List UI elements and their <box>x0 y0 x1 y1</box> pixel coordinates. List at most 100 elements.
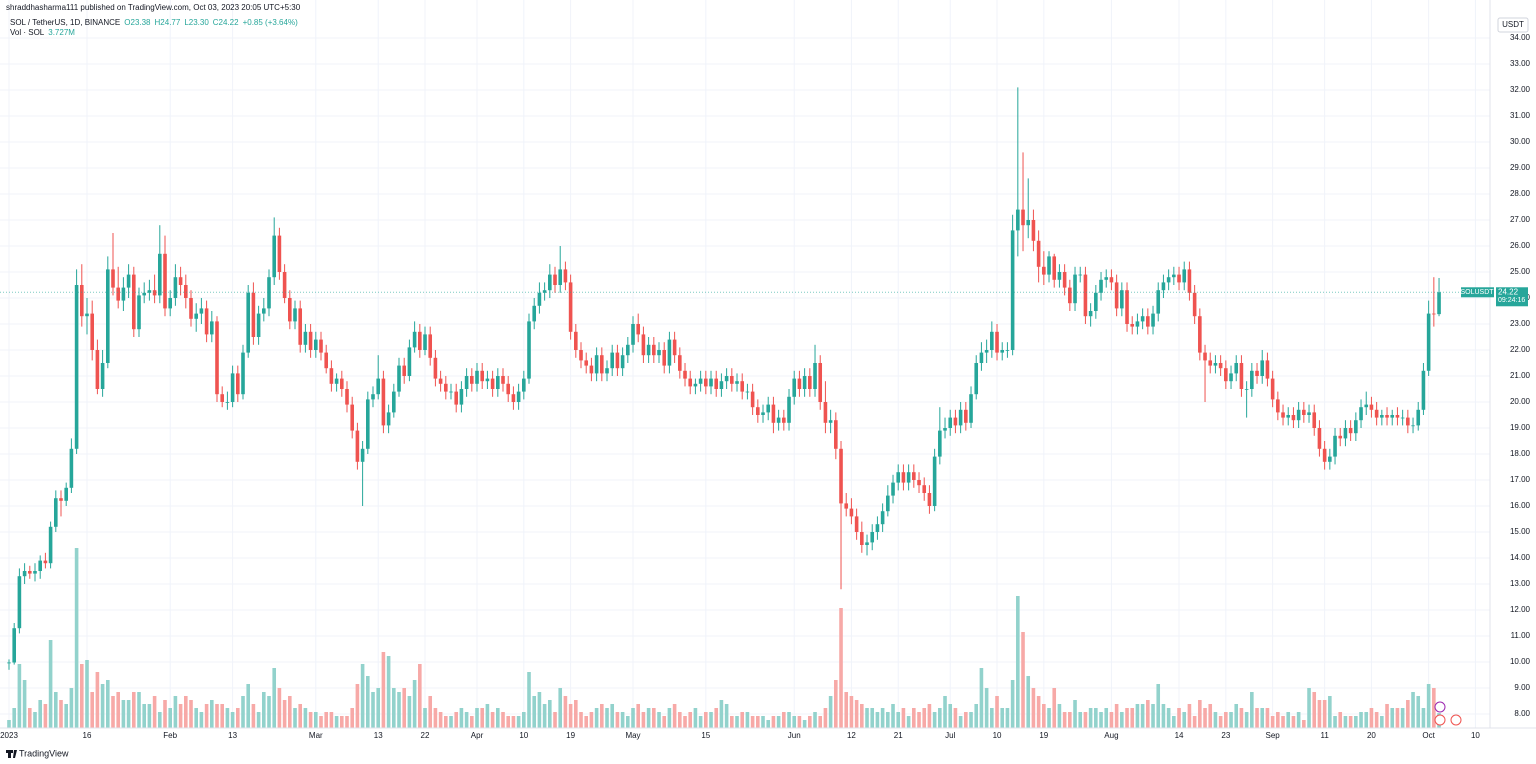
candle-body <box>1421 370 1426 410</box>
candle-body <box>22 571 27 577</box>
y-tick-label: 13.00 <box>1510 579 1531 588</box>
x-tick-label: Aug <box>1104 731 1118 740</box>
candle-body <box>1203 352 1207 361</box>
volume-bar <box>1218 716 1223 728</box>
volume-bar <box>225 708 230 728</box>
countdown: 09:24:16 <box>1498 297 1525 304</box>
volume-bar <box>184 696 188 728</box>
volume-bar <box>600 704 604 728</box>
candle-body <box>1416 409 1421 426</box>
candle-body <box>896 472 901 483</box>
y-tick-label: 12.00 <box>1510 605 1531 614</box>
volume-bar <box>215 704 219 728</box>
candle-body <box>43 560 48 564</box>
volume-bar <box>251 704 256 728</box>
candle-body <box>412 331 417 348</box>
volume-bar <box>516 716 521 728</box>
volume-bar <box>813 712 817 728</box>
candle-body <box>948 417 953 428</box>
x-tick-label: 19 <box>566 731 575 740</box>
volume-bar <box>1099 712 1103 728</box>
candle-body <box>225 402 230 403</box>
candle-body <box>366 399 370 449</box>
candle-body <box>277 235 282 272</box>
candle-body <box>1182 269 1187 283</box>
volume-bar <box>490 712 495 728</box>
candle-body <box>990 331 994 350</box>
volume-bar <box>579 712 583 728</box>
y-tick-label: 19.00 <box>1510 423 1531 432</box>
volume-bar <box>464 712 469 728</box>
candle-body <box>371 394 375 400</box>
volume-bar <box>1130 708 1135 728</box>
candle-body <box>688 378 693 387</box>
candle-body <box>813 363 817 389</box>
candle-body <box>1109 277 1114 283</box>
candle-body <box>1218 363 1223 369</box>
volume-bar <box>350 708 355 728</box>
x-tick-label: Mar <box>309 731 323 740</box>
candle-body <box>714 378 719 389</box>
candle-body <box>579 350 583 361</box>
candle-body <box>698 378 703 384</box>
volume-bar <box>678 712 682 728</box>
candle-body <box>1177 274 1181 283</box>
candle-body <box>1354 420 1358 434</box>
volume-bar <box>506 716 511 728</box>
volume-bar <box>17 664 22 728</box>
candle-body <box>282 272 287 298</box>
candle-body <box>548 274 552 291</box>
volume-bar <box>652 708 656 728</box>
volume-bar <box>787 712 791 728</box>
volume-bar <box>116 692 120 728</box>
volume-bar <box>454 712 459 728</box>
volume-bar <box>1109 712 1114 728</box>
candle-body <box>1322 448 1327 462</box>
volume-bar <box>1182 712 1187 728</box>
volume-bar <box>1302 720 1306 728</box>
candle-body <box>922 485 927 493</box>
candle-body <box>891 482 895 496</box>
volume-bar <box>1374 712 1379 728</box>
volume-bar <box>631 708 635 728</box>
y-tick-label: 28.00 <box>1510 189 1531 198</box>
x-tick-label: May <box>625 731 640 740</box>
volume-bar <box>927 704 932 728</box>
volume-bar <box>802 720 807 728</box>
volume-bar <box>906 716 911 728</box>
volume-bar <box>397 692 401 728</box>
candle-body <box>418 331 422 350</box>
volume-bar <box>360 664 365 728</box>
volume-bar <box>1307 688 1311 728</box>
candle-body <box>1229 373 1233 382</box>
volume-bar <box>111 696 115 728</box>
currency-box[interactable] <box>1497 17 1529 33</box>
candle-body <box>641 334 646 356</box>
y-tick-label: 34.00 <box>1510 33 1531 42</box>
volume-bar <box>1062 712 1067 728</box>
volume-bar <box>423 708 427 728</box>
volume-bar <box>308 712 313 728</box>
candle-body <box>1213 363 1218 366</box>
candle-body <box>376 378 381 395</box>
volume-bar <box>480 708 485 728</box>
candle-body <box>131 274 136 330</box>
candle-body <box>267 277 271 309</box>
candle-body <box>808 376 812 389</box>
volume-bar <box>730 716 734 728</box>
legend-change: +0.85 (+3.64%) <box>243 18 298 27</box>
volume-bar <box>1177 708 1181 728</box>
candle-body <box>1244 389 1249 390</box>
candle-body <box>1146 316 1150 327</box>
candle-body <box>1390 415 1395 418</box>
candle-body <box>48 526 53 564</box>
volume-bar <box>667 708 672 728</box>
volume-bar <box>1224 712 1228 728</box>
candle-body <box>1010 230 1015 350</box>
brand-logo[interactable]: TradingView <box>6 748 69 758</box>
x-tick-label: 23 <box>1221 731 1230 740</box>
candle-body <box>1068 287 1072 304</box>
volume-bar <box>683 716 687 728</box>
candle-body <box>90 313 94 350</box>
y-tick-label: 8.00 <box>1514 709 1530 718</box>
